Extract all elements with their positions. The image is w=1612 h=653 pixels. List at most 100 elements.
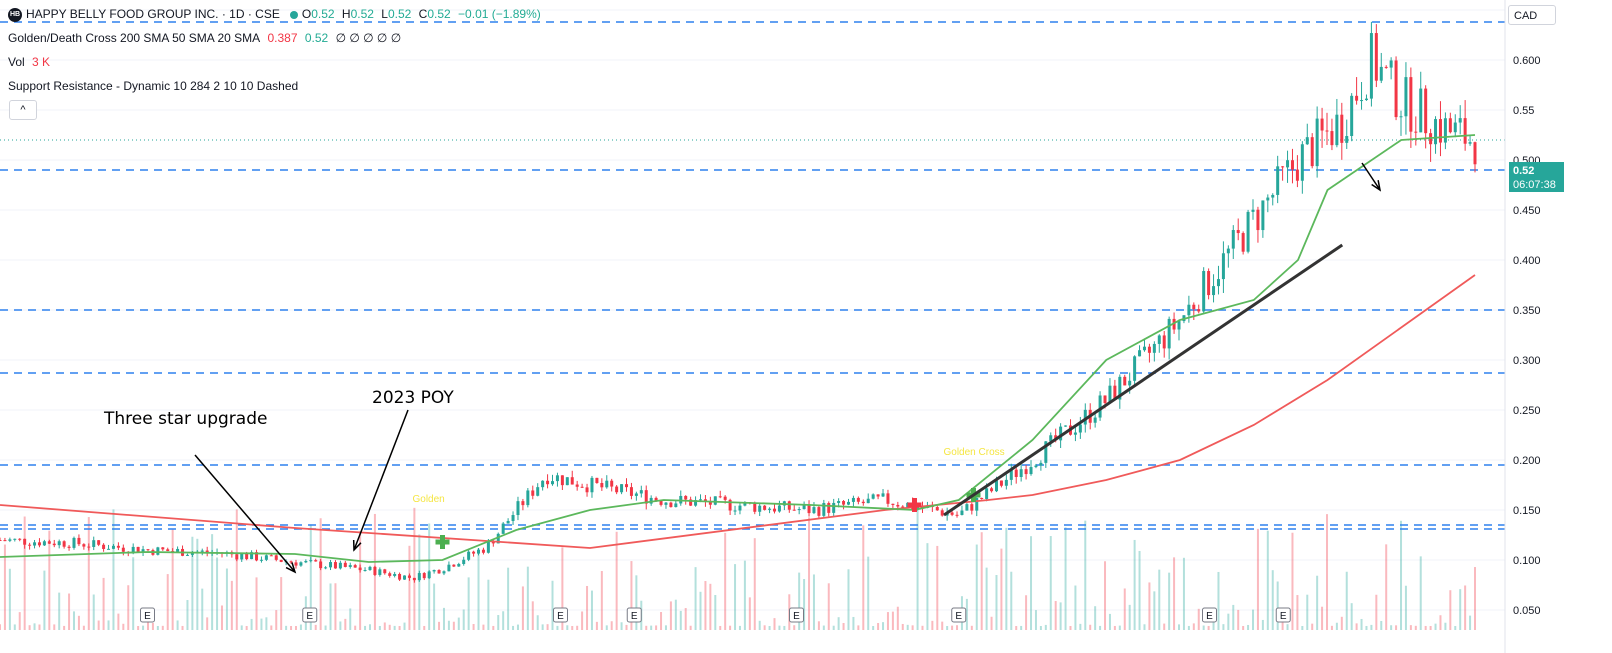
volume-bar xyxy=(615,531,618,630)
volume-bar xyxy=(753,538,756,630)
candle-body xyxy=(1162,335,1166,349)
candle-body xyxy=(274,555,278,560)
indicator-golden-death-cross[interactable]: Golden/Death Cross 200 SMA 50 SMA 20 SMA… xyxy=(8,31,405,45)
volume-bar xyxy=(87,517,90,630)
candle-body xyxy=(309,560,313,562)
volume-bar xyxy=(1449,590,1452,630)
indicator-volume[interactable]: Vol 3 K xyxy=(8,55,54,69)
candle-body xyxy=(166,549,170,552)
candle-body xyxy=(1078,424,1082,433)
volume-bar xyxy=(803,579,806,630)
candle-body xyxy=(1073,432,1077,435)
volume-bar xyxy=(1113,625,1116,630)
candle-body xyxy=(1147,346,1151,353)
candle-body xyxy=(264,555,268,560)
candle-body xyxy=(634,493,638,496)
candle-body xyxy=(812,507,816,514)
y-tick-label: 0.450 xyxy=(1513,205,1541,217)
volume-bar xyxy=(610,621,613,630)
earnings-marker xyxy=(302,607,318,623)
volume-bar xyxy=(1010,571,1013,630)
volume-bar xyxy=(1340,616,1343,630)
volume-bar xyxy=(398,626,401,630)
volume-bar xyxy=(1454,625,1457,630)
low-value: 0.52 xyxy=(387,7,412,21)
candle-body xyxy=(388,573,392,576)
candle-body xyxy=(269,555,273,557)
indicator-support-resistance[interactable]: Support Resistance - Dynamic 10 284 2 10… xyxy=(8,79,302,93)
volume-bar xyxy=(827,583,830,630)
indicator-value-200sma: 0.387 xyxy=(267,31,298,45)
volume-bar xyxy=(211,534,214,630)
volume-bar xyxy=(230,580,233,630)
volume-bar xyxy=(877,623,880,630)
volume-bar xyxy=(1365,625,1368,630)
earnings-marker-label: E xyxy=(144,611,151,622)
candle-body xyxy=(1424,88,1428,134)
candle-body xyxy=(1207,271,1211,296)
candle-body xyxy=(13,538,17,540)
volume-bar xyxy=(442,607,445,630)
currency-select[interactable]: CAD xyxy=(1508,5,1556,25)
volume-bar xyxy=(674,599,677,630)
volume-bar xyxy=(349,608,352,630)
volume-bar xyxy=(526,566,529,630)
volume-bar xyxy=(714,594,717,630)
candle-body xyxy=(1389,60,1393,68)
volume-bar xyxy=(364,625,367,630)
volume-bar xyxy=(822,625,825,630)
earnings-marker-label: E xyxy=(793,611,800,622)
volume-bar xyxy=(729,625,732,630)
candle-body xyxy=(1167,318,1171,349)
earnings-marker xyxy=(789,607,804,623)
candle-body xyxy=(1310,137,1314,167)
volume-bar xyxy=(546,624,549,630)
candle-body xyxy=(861,501,865,504)
candle-body xyxy=(319,561,323,569)
candle-body xyxy=(950,512,954,515)
candle-body xyxy=(62,541,66,547)
candle-body xyxy=(1177,321,1181,330)
candle-body xyxy=(235,554,239,560)
candle-body xyxy=(97,540,101,545)
volume-bar xyxy=(191,536,194,630)
candle-body xyxy=(343,562,347,567)
sma-200-line xyxy=(0,274,1476,549)
symbol-title[interactable]: HAPPY BELLY FOOD GROUP INC. · 1D · CSE xyxy=(26,7,280,21)
candle-body xyxy=(1463,118,1467,144)
cross-markers: Golden Golden Cross xyxy=(413,447,1005,549)
volume-bar xyxy=(1395,625,1398,630)
volume-bar xyxy=(166,574,169,630)
last-price-tag: 0.52 06:07:38 xyxy=(1509,162,1564,192)
candle-body xyxy=(176,548,180,552)
earnings-marker-label: E xyxy=(955,611,962,622)
volume-bar xyxy=(220,605,223,630)
volume-bar xyxy=(936,545,939,630)
volume-bar xyxy=(793,625,796,630)
volume-bar xyxy=(1414,625,1417,630)
candle-body xyxy=(1128,380,1132,386)
candle-body xyxy=(1157,335,1161,344)
volume-bar xyxy=(285,625,288,630)
candle-body xyxy=(383,569,387,574)
volume-bar xyxy=(635,575,638,630)
candle-body xyxy=(975,497,979,511)
candle-body xyxy=(555,475,559,482)
candle-body xyxy=(940,510,944,516)
candle-body xyxy=(1350,95,1354,137)
candle-body xyxy=(1286,160,1290,168)
volume-bar xyxy=(1409,625,1412,630)
volume-bar xyxy=(541,624,544,630)
close-value: 0.52 xyxy=(427,7,451,21)
volume-bar xyxy=(1252,609,1255,630)
candle-body xyxy=(1256,209,1260,231)
volume-bar xyxy=(1173,557,1176,630)
candle-body xyxy=(121,547,125,552)
volume-bar xyxy=(926,543,929,630)
candle-body xyxy=(245,553,249,560)
volume-bar xyxy=(299,624,302,630)
volume-bar xyxy=(1044,624,1047,630)
collapse-indicators-button[interactable]: ^ xyxy=(9,100,37,120)
candle-body xyxy=(802,505,806,510)
